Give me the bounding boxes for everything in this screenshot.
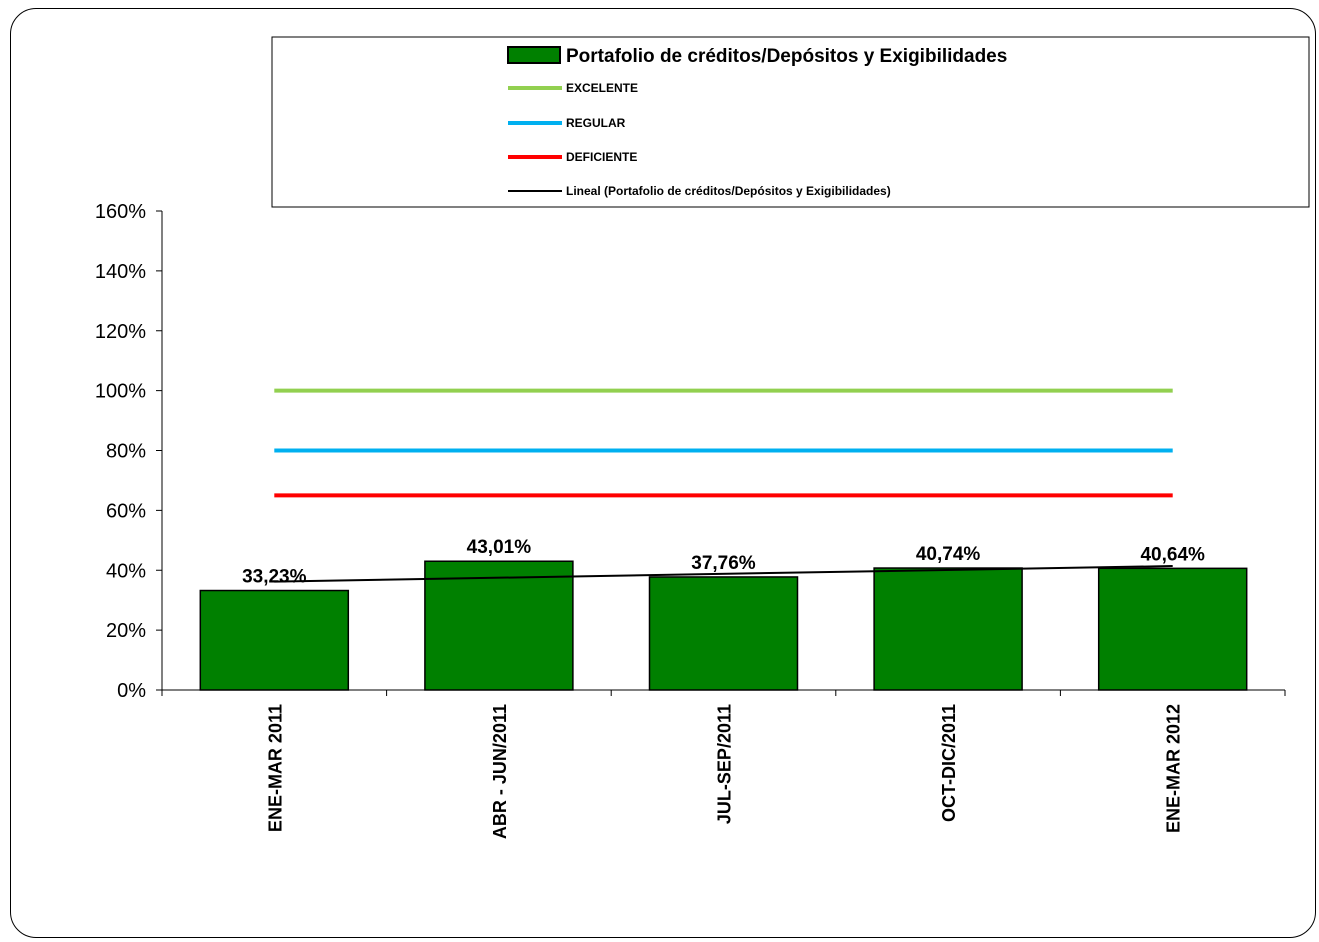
y-tick-label: 100%	[95, 381, 146, 403]
y-tick-label: 80%	[106, 441, 146, 463]
x-category-label: JUL-SEP/2011	[715, 704, 735, 824]
x-category-labels: ENE-MAR 2011 ABR - JUN/2011 JUL-SEP/2011 OC…	[265, 704, 1183, 839]
x-category-label: ENE-MAR 2011	[265, 704, 285, 832]
trendline-line	[274, 565, 1173, 583]
x-category-label: ABR - JUN/2011	[490, 704, 510, 839]
y-tick-label: 160%	[95, 201, 146, 223]
y-tick-label: 60%	[106, 500, 146, 522]
bar	[424, 560, 574, 691]
data-label: 43,01%	[467, 537, 532, 558]
threshold-lines	[274, 388, 1173, 498]
legend-swatch-bar	[507, 46, 561, 64]
data-label: 37,76%	[691, 553, 756, 574]
data-labels: 33,23% 43,01% 37,76% 40,74% 40,64%	[242, 537, 1205, 587]
bar	[648, 576, 799, 691]
data-label: 40,64%	[1140, 544, 1205, 565]
bars	[199, 560, 1248, 691]
legend-label: DEFICIENTE	[566, 150, 637, 164]
legend-label: REGULAR	[566, 116, 626, 130]
bar	[873, 567, 1023, 691]
bar	[1097, 567, 1248, 691]
y-tick-label: 40%	[106, 560, 146, 582]
legend-box	[271, 36, 1310, 208]
y-tick-labels: 0% 20% 40% 60% 80% 100% 120% 140% 160%	[95, 201, 146, 702]
legend-label: Lineal (Portafolio de créditos/Depósitos…	[566, 184, 891, 198]
y-tick-label: 0%	[117, 680, 146, 702]
legend-label: EXCELENTE	[566, 81, 638, 95]
x-category-label: OCT-DIC/2011	[939, 704, 959, 822]
trendline	[274, 565, 1173, 583]
axes	[156, 210, 1286, 696]
y-tick-label: 140%	[95, 261, 146, 283]
data-label: 40,74%	[916, 544, 981, 565]
data-label: 33,23%	[242, 567, 307, 588]
legend-label: Portafolio de créditos/Depósitos y Exigi…	[566, 46, 1007, 67]
bar	[199, 589, 350, 691]
y-tick-label: 20%	[106, 620, 146, 642]
y-tick-label: 120%	[95, 321, 146, 343]
legend: Portafolio de créditos/Depósitos y Exigi…	[271, 36, 1310, 208]
x-category-label: ENE-MAR 2012	[1164, 704, 1184, 833]
